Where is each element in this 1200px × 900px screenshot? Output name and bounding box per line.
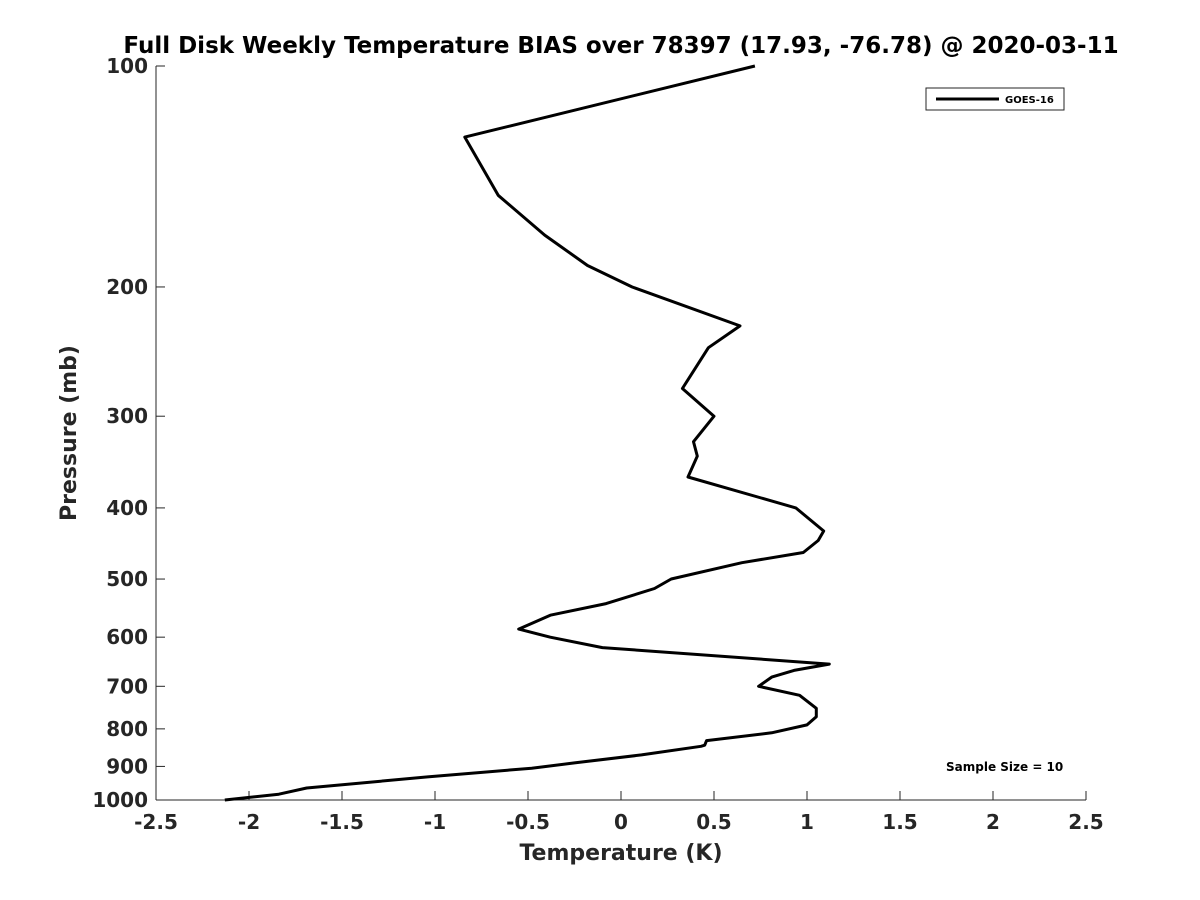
- x-axis-label: Temperature (K): [519, 841, 722, 866]
- y-axis-label: Pressure (mb): [57, 345, 82, 521]
- x-tick-label: 0.5: [696, 810, 731, 834]
- y-tick-label: 900: [106, 754, 148, 778]
- y-tick-label: 700: [106, 674, 148, 698]
- chart-title: Full Disk Weekly Temperature BIAS over 7…: [123, 33, 1118, 59]
- x-tick-label: 2.5: [1068, 810, 1103, 834]
- plot-area: -2.5 -2 -1.5 -1 -0.5 0 0.5 1 1.5 2 2.5 100 200 300 40…: [92, 54, 1103, 834]
- y-tick-label: 400: [106, 496, 148, 520]
- x-tick-label: -1: [424, 810, 446, 834]
- y-tick-label: 1000: [92, 788, 148, 812]
- y-tick-label: 300: [106, 404, 148, 428]
- y-tick-label: 800: [106, 717, 148, 741]
- x-tick-label: -0.5: [506, 810, 550, 834]
- y-tick-label: 500: [106, 567, 148, 591]
- x-ticks: -2.5 -2 -1.5 -1 -0.5 0 0.5 1 1.5 2 2.5: [134, 791, 1104, 834]
- legend: GOES-16: [925, 87, 1065, 111]
- sample-size-annotation: Sample Size = 10: [946, 760, 1063, 774]
- x-tick-label: 2: [986, 810, 1000, 834]
- x-tick-label: -1.5: [320, 810, 364, 834]
- x-tick-label: -2: [238, 810, 260, 834]
- y-tick-label: 600: [106, 625, 148, 649]
- series-line-goes-16: [224, 64, 831, 802]
- x-tick-label: 1: [800, 810, 814, 834]
- legend-label-goes-16: GOES-16: [1005, 95, 1054, 106]
- y-tick-label: 100: [106, 54, 148, 78]
- y-tick-label: 200: [106, 275, 148, 299]
- x-tick-label: 1.5: [882, 810, 917, 834]
- x-tick-label: -2.5: [134, 810, 178, 834]
- y-ticks: 100 200 300 400 500 600 700 800 900 1000: [92, 54, 165, 812]
- x-tick-label: 0: [614, 810, 628, 834]
